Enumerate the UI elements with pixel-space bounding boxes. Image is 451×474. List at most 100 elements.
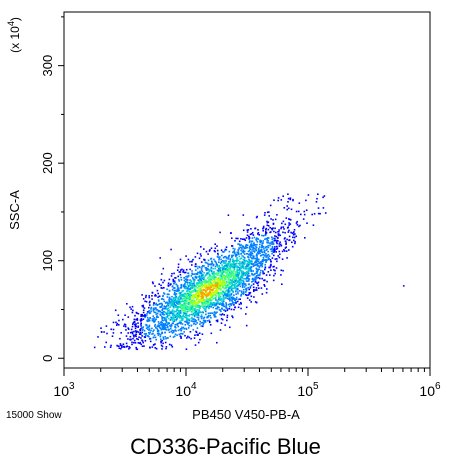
data-point — [268, 242, 270, 244]
data-point — [151, 291, 154, 294]
data-point — [251, 253, 254, 255]
data-point — [129, 335, 132, 338]
density-dots — [93, 193, 405, 351]
data-point — [217, 254, 219, 256]
data-point — [182, 306, 184, 308]
data-point — [274, 269, 276, 272]
data-point — [250, 295, 253, 298]
data-point — [153, 302, 155, 304]
data-point — [275, 248, 278, 250]
data-point — [237, 259, 240, 262]
data-point — [213, 273, 215, 276]
data-point — [140, 325, 142, 327]
data-point — [258, 262, 261, 264]
data-point — [185, 287, 187, 289]
data-point — [144, 336, 147, 338]
data-point — [169, 327, 172, 330]
data-point — [162, 342, 164, 345]
data-point — [207, 259, 210, 262]
data-point — [223, 256, 226, 258]
data-point — [160, 284, 162, 287]
data-point — [299, 224, 301, 227]
data-point — [195, 290, 198, 293]
data-point — [187, 275, 190, 277]
data-point — [147, 326, 149, 328]
data-point — [207, 303, 210, 305]
data-point — [195, 331, 198, 334]
data-point — [231, 300, 234, 303]
data-point — [188, 303, 191, 306]
data-point — [247, 270, 249, 273]
data-point — [149, 304, 151, 306]
data-point — [251, 233, 253, 235]
data-point — [274, 237, 276, 240]
data-point — [225, 257, 228, 259]
data-point — [182, 289, 185, 292]
data-point — [186, 305, 189, 308]
data-point — [267, 237, 270, 239]
data-point — [132, 337, 134, 340]
data-point — [202, 311, 204, 314]
data-point — [263, 214, 266, 216]
data-point — [229, 278, 232, 281]
data-point — [229, 286, 232, 289]
data-point — [279, 253, 281, 255]
data-point — [214, 260, 216, 262]
data-point — [196, 327, 199, 329]
data-point — [264, 238, 266, 240]
data-point — [302, 218, 305, 220]
data-point — [193, 315, 196, 318]
data-point — [180, 287, 183, 289]
data-point — [247, 264, 250, 266]
data-point — [237, 269, 240, 271]
data-point — [258, 251, 260, 254]
data-point — [155, 338, 157, 341]
data-point — [173, 312, 175, 315]
data-point — [240, 253, 242, 255]
data-point — [221, 293, 224, 295]
data-point — [174, 287, 176, 289]
data-point — [218, 266, 221, 268]
data-point — [168, 343, 171, 346]
data-point — [155, 347, 158, 350]
data-point — [231, 315, 233, 317]
data-point — [174, 316, 177, 318]
data-point — [194, 344, 197, 346]
data-point — [247, 276, 249, 278]
data-point — [181, 268, 183, 271]
data-point — [136, 338, 138, 340]
data-point — [195, 277, 198, 279]
data-point — [270, 260, 272, 263]
data-point — [258, 246, 261, 248]
data-point — [221, 300, 223, 303]
data-point — [244, 245, 247, 248]
data-point — [239, 244, 241, 247]
data-point — [212, 294, 215, 297]
data-point — [190, 275, 193, 277]
data-point — [266, 288, 268, 290]
data-point — [206, 268, 209, 270]
data-point — [186, 299, 188, 302]
data-point — [165, 318, 168, 321]
data-point — [184, 320, 186, 323]
data-point — [239, 280, 241, 282]
data-point — [235, 270, 238, 273]
data-point — [212, 263, 215, 266]
data-point — [227, 289, 229, 291]
data-point — [157, 334, 160, 337]
data-point — [229, 268, 232, 271]
data-point — [163, 279, 166, 282]
data-point — [202, 289, 205, 292]
data-point — [240, 238, 242, 240]
data-point — [241, 238, 244, 240]
data-point — [143, 333, 146, 335]
data-point — [213, 271, 215, 273]
data-point — [218, 284, 220, 287]
data-point — [293, 239, 295, 242]
data-point — [201, 294, 204, 297]
data-point — [206, 320, 209, 322]
data-point — [200, 246, 202, 248]
data-point — [141, 305, 144, 307]
data-point — [213, 314, 215, 316]
data-point — [209, 324, 212, 326]
